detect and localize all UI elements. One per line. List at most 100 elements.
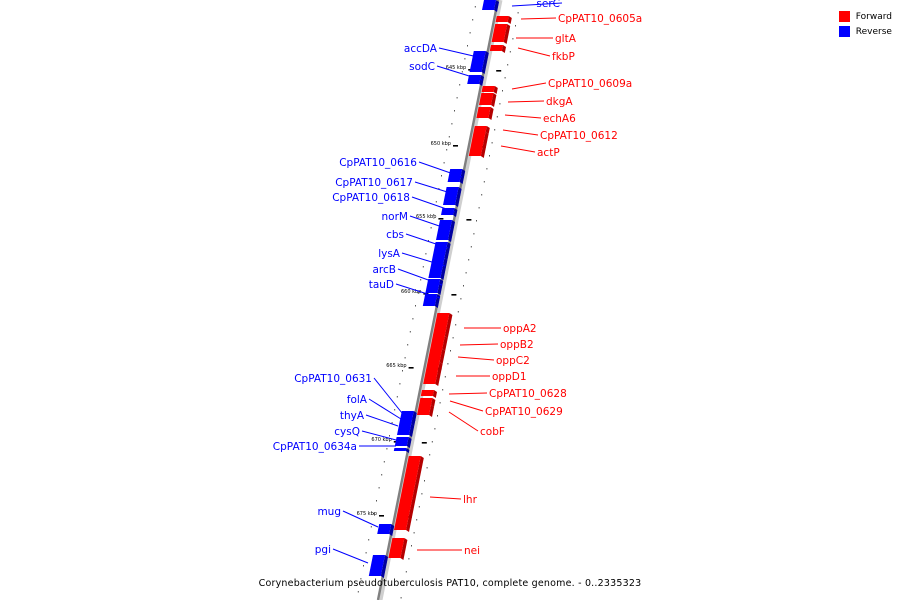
leader-line-cppat10-0628 [448,392,488,395]
gene-label-fola[interactable]: folA [347,394,368,406]
gene-feature-cppat10-0618[interactable] [441,208,455,215]
minor-tick-mark [448,136,450,138]
minor-tick-mark [491,142,493,144]
gene-label-cppat10-0612[interactable]: CpPAT10_0612 [540,130,618,142]
gene-label-cobf[interactable]: cobF [480,426,505,438]
gene-label-serc[interactable]: serC [536,0,560,10]
gene-feature-pgi[interactable] [368,555,385,576]
gene-feature-serc[interactable] [482,0,496,10]
gene-label-cppat10-0634a[interactable]: CpPAT10_0634a [273,441,357,453]
gene-feature-oppd1[interactable] [423,362,440,384]
gene-feature-cppat10-0631[interactable] [400,411,414,419]
gene-feature-fola[interactable] [399,418,413,424]
gene-feature-cppat10-0634a[interactable] [393,448,407,451]
minor-tick-mark [489,155,490,157]
minor-tick-mark [418,506,420,508]
gene-feature-cppat10-0629[interactable] [419,398,433,405]
gene-label-cysq[interactable]: cysQ [334,426,360,438]
gene-feature-side-lhr [406,456,424,532]
gene-label-dkga[interactable]: dkgA [546,96,573,108]
gene-label-cppat10-0628[interactable]: CpPAT10_0628 [489,388,567,400]
gene-label-mug[interactable]: mug [317,506,341,518]
leader-line-cbs [405,233,449,249]
gene-label-cppat10-0631[interactable]: CpPAT10_0631 [294,373,372,385]
gene-label-nei[interactable]: nei [464,545,480,557]
gene-label-glta[interactable]: gltA [555,33,577,45]
gene-feature-sodc[interactable] [467,75,481,84]
minor-tick-mark [435,201,437,203]
gene-feature-taud[interactable] [422,294,438,306]
gene-label-sodc[interactable]: sodC [409,61,435,73]
legend: Forward Reverse [838,9,892,39]
minor-tick-mark [381,474,383,476]
gene-label-cppat10-0629[interactable]: CpPAT10_0629 [485,406,563,418]
gene-feature-oppa2[interactable] [432,313,450,336]
gene-label-accda[interactable]: accDA [404,43,438,55]
minor-tick-mark [478,207,480,209]
gene-label-pgi[interactable]: pgi [315,544,331,556]
gene-label-lhr[interactable]: lhr [463,494,478,506]
gene-label-arcb[interactable]: arcB [373,264,397,276]
minor-tick-mark [444,376,446,378]
gene-feature-fkbp[interactable] [489,45,503,51]
minor-tick-mark [407,344,409,346]
gene-feature-oppc2[interactable] [427,349,443,362]
leader-line-accda [438,47,483,59]
minor-tick-mark [433,214,435,216]
leader-line-fkbp [517,47,551,57]
gene-feature-glta[interactable] [491,24,508,42]
gene-label-taud[interactable]: tauD [369,279,394,291]
minor-tick-mark [378,487,380,489]
gene-label-oppb2[interactable]: oppB2 [500,339,534,351]
gene-feature-cbs[interactable] [432,242,448,258]
gene-label-echa6[interactable]: echA6 [543,113,576,125]
gene-feature-cysq[interactable] [394,437,409,446]
gene-label-cppat10-0618[interactable]: CpPAT10_0618 [332,192,410,204]
gene-label-thya[interactable]: thyA [340,410,365,422]
minor-tick-mark [509,51,511,53]
minor-tick-mark [404,357,406,359]
gene-label-oppa2[interactable]: oppA2 [503,323,537,335]
minor-tick-mark [429,454,431,456]
gene-label-oppd1[interactable]: oppD1 [492,371,527,383]
leader-line-echa6 [504,114,542,119]
gene-feature-cppat10-0609a[interactable] [481,86,495,92]
gene-feature-side-fkbp [501,45,506,53]
minor-tick-mark [455,324,457,326]
gene-label-cppat10-0616[interactable]: CpPAT10_0616 [339,157,417,169]
gene-feature-norm[interactable] [436,220,452,240]
gene-label-cppat10-0609a[interactable]: CpPAT10_0609a [548,78,632,90]
minor-tick-mark [461,71,463,73]
gene-feature-thya[interactable] [397,424,412,435]
minor-tick-mark [465,272,467,274]
minor-tick-mark [373,513,375,515]
gene-label-fkbp[interactable]: fkbP [552,51,575,63]
gene-feature-dkga[interactable] [479,93,494,105]
gene-feature-lysa[interactable] [428,258,445,278]
gene-label-actp[interactable]: actP [537,147,560,159]
leader-lines [332,2,563,564]
minor-tick-mark [431,441,433,443]
gene-label-cppat10-0605a[interactable]: CpPAT10_0605a [558,13,642,25]
gene-feature-oppb2[interactable] [430,336,445,349]
minor-tick-mark [365,552,367,554]
gene-label-cppat10-0617[interactable]: CpPAT10_0617 [335,177,413,189]
gene-feature-cppat10-0616[interactable] [447,169,463,182]
gene-feature-cppat10-0628[interactable] [420,390,434,396]
minor-tick-mark [403,584,405,586]
gene-feature-cppat10-0612[interactable] [473,126,487,132]
minor-tick-mark [447,363,449,365]
leader-line-oppc2 [457,356,495,361]
gene-label-lysa[interactable]: lysA [378,248,401,260]
gene-feature-cobf[interactable] [417,405,431,415]
gene-feature-lhr[interactable] [394,456,421,530]
gene-feature-cppat10-0605a[interactable] [495,16,509,22]
gene-feature-nei[interactable] [388,538,405,558]
minor-tick-mark [391,422,393,424]
gene-label-norm[interactable]: norM [382,211,408,223]
gene-feature-echa6[interactable] [476,107,491,118]
gene-feature-mug[interactable] [377,524,392,534]
gene-feature-actp[interactable] [468,132,486,156]
gene-label-cbs[interactable]: cbs [386,229,404,241]
gene-label-oppc2[interactable]: oppC2 [496,355,530,367]
